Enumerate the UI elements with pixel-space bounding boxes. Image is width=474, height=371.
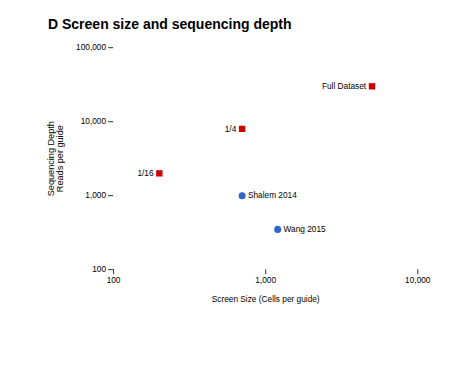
html-text:D Screen size and sequencing d: D Screen size and sequencing depth	[48, 16, 292, 32]
svg-text:1/16: 1/16	[137, 168, 154, 178]
svg-text:Wang 2015: Wang 2015	[284, 224, 327, 234]
svg-text:1,000: 1,000	[85, 190, 106, 200]
svg-text:Sequencing DepthReads per guid: Sequencing DepthReads per guide	[46, 121, 65, 196]
svg-text:Full Dataset: Full Dataset	[322, 81, 367, 91]
svg-text:10,000: 10,000	[81, 116, 107, 126]
svg-text:100: 100	[107, 275, 121, 285]
svg-text:100: 100	[92, 264, 106, 274]
svg-text:Shalem 2014: Shalem 2014	[248, 190, 297, 200]
svg-text:1/4: 1/4	[225, 124, 237, 134]
svg-text:Screen Size (Cells per guide): Screen Size (Cells per guide)	[212, 294, 320, 304]
svg-text:10,000: 10,000	[405, 275, 431, 285]
svg-text:100,000: 100,000	[76, 42, 106, 52]
svg-text:1,000: 1,000	[255, 275, 276, 285]
